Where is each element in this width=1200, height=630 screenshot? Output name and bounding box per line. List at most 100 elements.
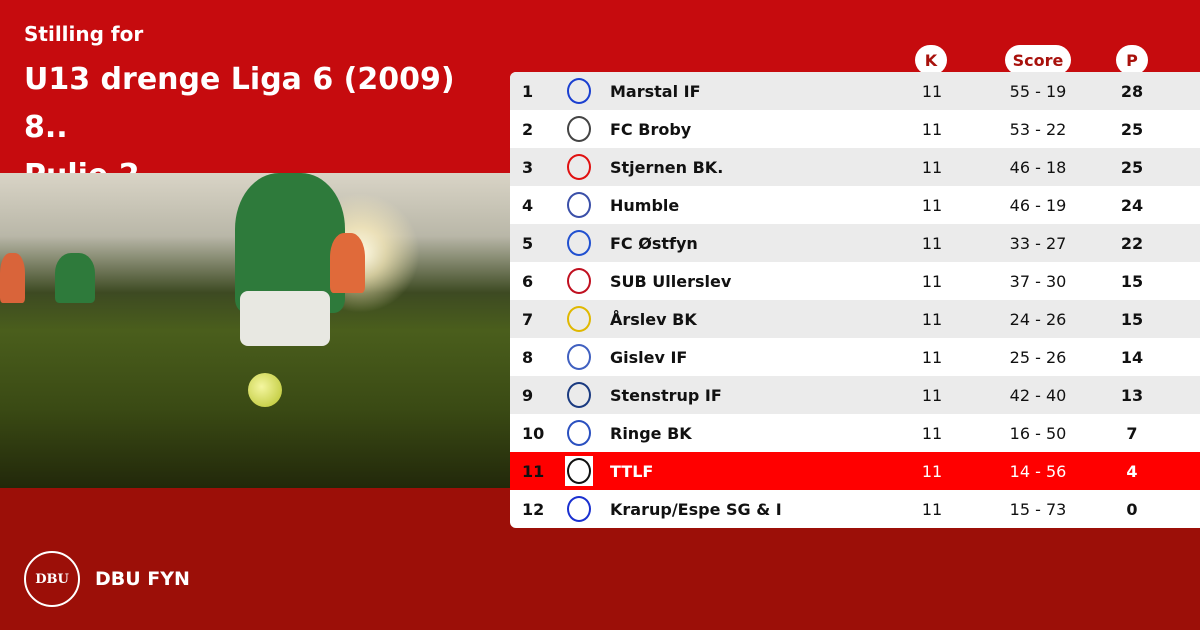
score: 15 - 73 [1009, 499, 1067, 519]
team-logo-icon [565, 418, 593, 448]
table-row[interactable]: 5 FC Østfyn 11 33 - 27 22 [510, 224, 1200, 262]
team-logo-icon [565, 190, 593, 220]
played: 11 [921, 347, 943, 367]
team-logo-icon [565, 266, 593, 296]
team-name[interactable]: Stenstrup IF [610, 385, 722, 405]
position: 9 [522, 385, 534, 405]
team-name[interactable]: Krarup/Espe SG & I [610, 499, 782, 519]
team-logo-icon [565, 304, 593, 334]
points: 15 [1120, 271, 1144, 291]
position: 6 [522, 271, 534, 291]
played: 11 [921, 119, 943, 139]
dbu-logo-text: DBU [35, 571, 69, 587]
player-figure [235, 173, 345, 313]
brand-name: DBU FYN [95, 568, 190, 590]
position: 2 [522, 119, 534, 139]
team-logo-icon [565, 152, 593, 182]
table-row[interactable]: 7 Årslev BK 11 24 - 26 15 [510, 300, 1200, 338]
dbu-logo: DBU [24, 551, 80, 607]
table-row[interactable]: 2 FC Broby 11 53 - 22 25 [510, 110, 1200, 148]
played: 11 [921, 81, 943, 101]
table-row[interactable]: 6 SUB Ullerslev 11 37 - 30 15 [510, 262, 1200, 300]
player-figure [0, 253, 25, 303]
team-name[interactable]: FC Broby [610, 119, 692, 139]
team-name[interactable]: TTLF [610, 461, 654, 481]
team-logo-icon [565, 494, 593, 524]
table-row[interactable]: 3 Stjernen BK. 11 46 - 18 25 [510, 148, 1200, 186]
played: 11 [921, 233, 943, 253]
team-name[interactable]: Årslev BK [610, 309, 697, 329]
team-name[interactable]: Marstal IF [610, 81, 701, 101]
played: 11 [921, 461, 943, 481]
position: 4 [522, 195, 534, 215]
player-shorts [240, 291, 330, 346]
position: 7 [522, 309, 534, 329]
table-row[interactable]: 1 Marstal IF 11 55 - 19 28 [510, 72, 1200, 110]
player-figure [330, 233, 365, 293]
played: 11 [921, 385, 943, 405]
points: 0 [1126, 499, 1138, 519]
played: 11 [921, 195, 943, 215]
played: 11 [921, 271, 943, 291]
position: 3 [522, 157, 534, 177]
title-line-1: U13 drenge Liga 6 (2009) 8.. [24, 62, 455, 145]
points: 24 [1120, 195, 1144, 215]
score: 14 - 56 [1009, 461, 1067, 481]
table-row[interactable]: 12 Krarup/Espe SG & I 11 15 - 73 0 [510, 490, 1200, 528]
points: 28 [1120, 81, 1144, 101]
table-row[interactable]: 8 Gislev IF 11 25 - 26 14 [510, 338, 1200, 376]
position: 8 [522, 347, 534, 367]
column-header-played[interactable]: K [915, 45, 947, 75]
team-logo-icon [565, 456, 593, 486]
played: 11 [921, 499, 943, 519]
score: 53 - 22 [1009, 119, 1067, 139]
team-logo-icon [565, 228, 593, 258]
team-name[interactable]: Gislev IF [610, 347, 688, 367]
team-name[interactable]: Humble [610, 195, 680, 215]
team-name[interactable]: Ringe BK [610, 423, 692, 443]
played: 11 [921, 309, 943, 329]
position: 12 [522, 499, 545, 519]
points: 25 [1120, 119, 1144, 139]
team-name[interactable]: FC Østfyn [610, 233, 698, 253]
score: 55 - 19 [1009, 81, 1067, 101]
table-row[interactable]: 9 Stenstrup IF 11 42 - 40 13 [510, 376, 1200, 414]
table-row[interactable]: 11 TTLF 11 14 - 56 4 [510, 452, 1200, 490]
points: 22 [1120, 233, 1144, 253]
table-row[interactable]: 4 Humble 11 46 - 19 24 [510, 186, 1200, 224]
team-logo-icon [565, 114, 593, 144]
team-logo-icon [565, 380, 593, 410]
score: 46 - 18 [1009, 157, 1067, 177]
table-row[interactable]: 10 Ringe BK 11 16 - 50 7 [510, 414, 1200, 452]
team-name[interactable]: Stjernen BK. [610, 157, 724, 177]
score: 24 - 26 [1009, 309, 1067, 329]
team-logo-icon [565, 342, 593, 372]
score: 46 - 19 [1009, 195, 1067, 215]
standings-table: 1 Marstal IF 11 55 - 19 28 2 FC Broby 11 … [510, 72, 1200, 528]
team-logo-icon [565, 76, 593, 106]
points: 15 [1120, 309, 1144, 329]
score: 37 - 30 [1009, 271, 1067, 291]
score: 42 - 40 [1009, 385, 1067, 405]
team-name[interactable]: SUB Ullerslev [610, 271, 732, 291]
played: 11 [921, 423, 943, 443]
position: 10 [522, 423, 545, 443]
points: 4 [1126, 461, 1138, 481]
score: 16 - 50 [1009, 423, 1067, 443]
position: 5 [522, 233, 534, 253]
points: 13 [1120, 385, 1144, 405]
column-header-score[interactable]: Score [1005, 45, 1071, 75]
position: 11 [522, 461, 545, 481]
football-photo [0, 173, 510, 488]
played: 11 [921, 157, 943, 177]
points: 25 [1120, 157, 1144, 177]
position: 1 [522, 81, 534, 101]
score: 25 - 26 [1009, 347, 1067, 367]
points: 14 [1120, 347, 1144, 367]
player-figure [55, 253, 95, 303]
football [248, 373, 282, 407]
column-header-points[interactable]: P [1116, 45, 1148, 75]
score: 33 - 27 [1009, 233, 1067, 253]
subtitle: Stilling for [24, 22, 144, 46]
points: 7 [1126, 423, 1138, 443]
